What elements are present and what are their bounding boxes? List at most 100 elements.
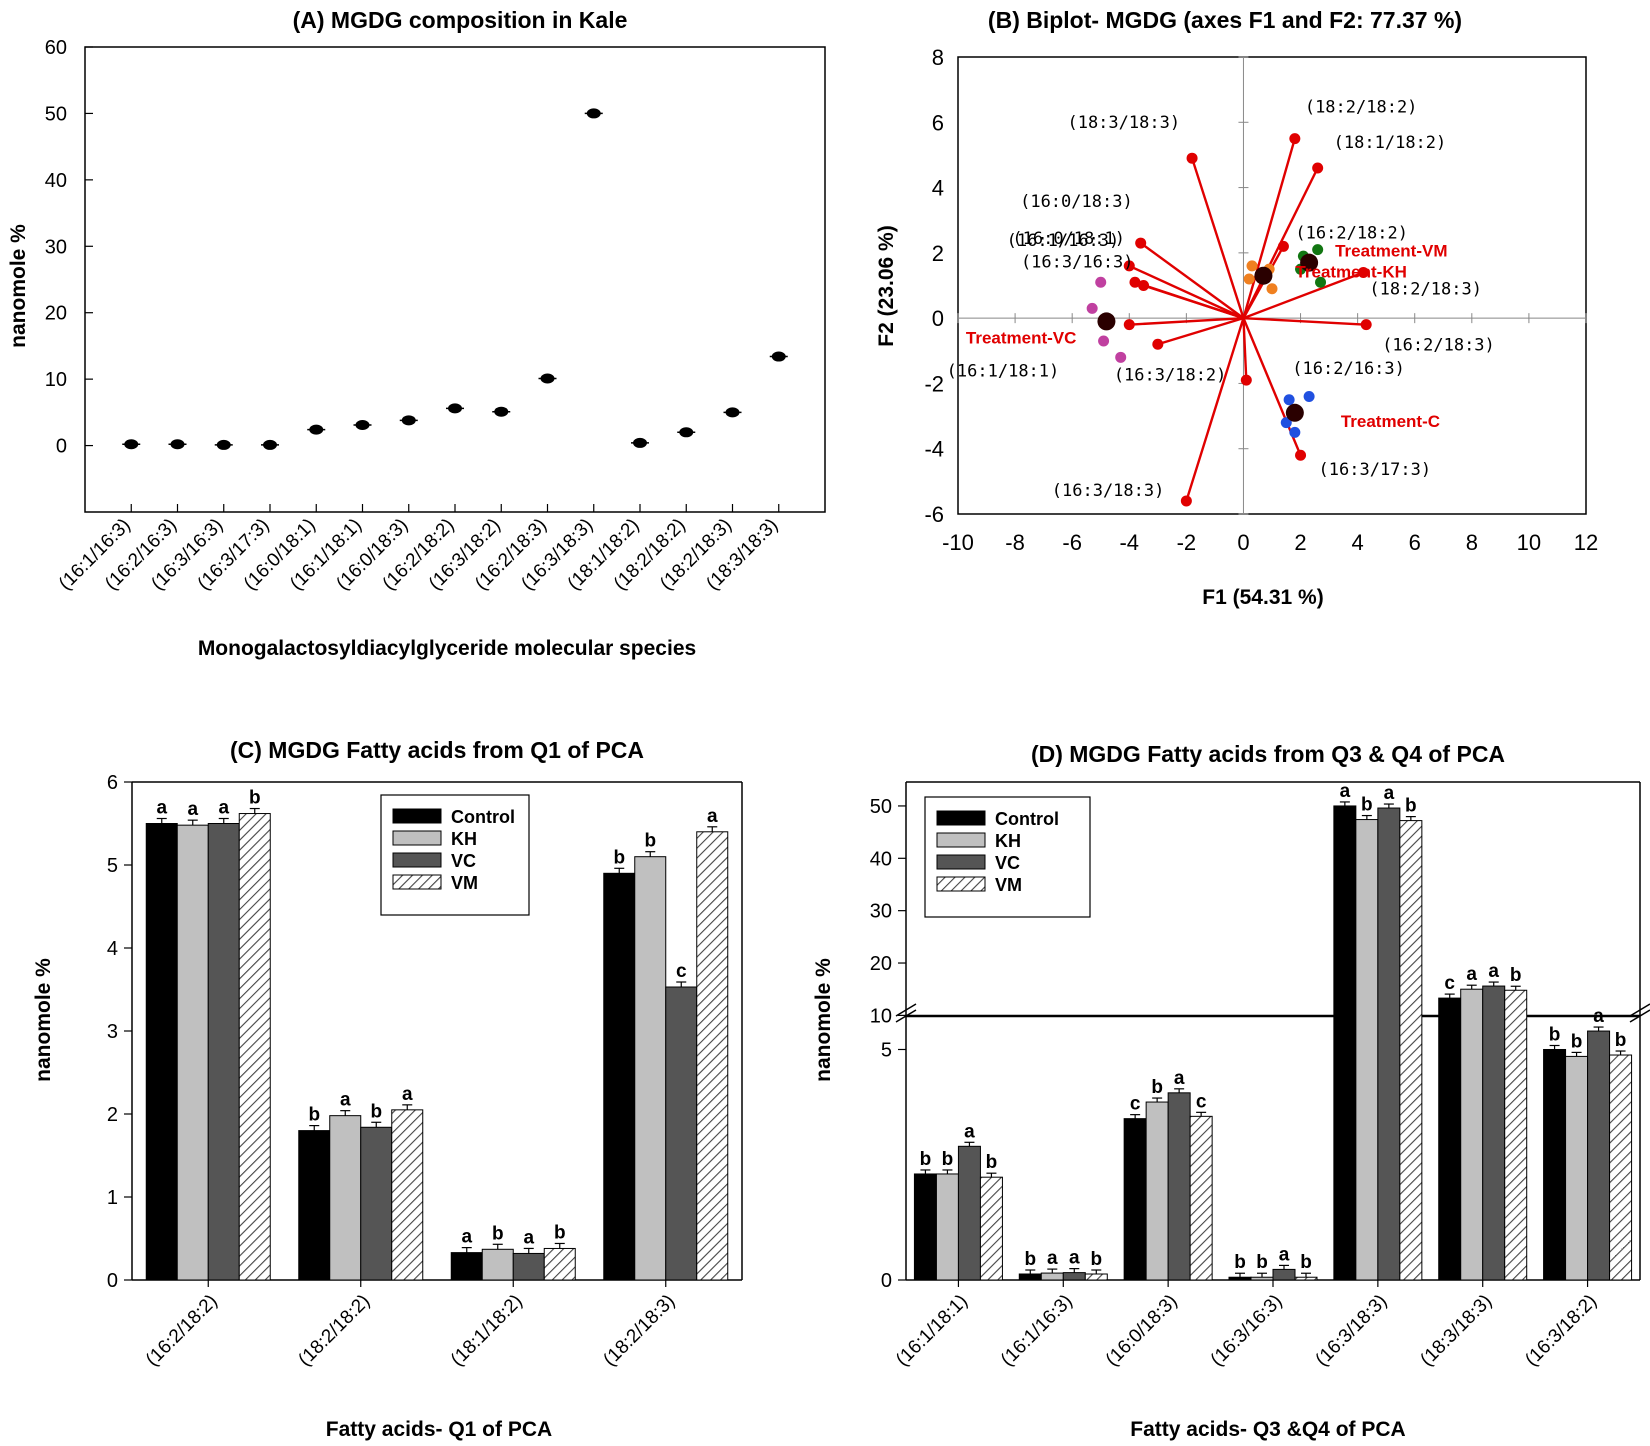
legend-label-vc: VC [451, 851, 476, 871]
bar-control [145, 823, 178, 1281]
panel-b-observation-point [1303, 390, 1315, 402]
bar-vm [1189, 1115, 1213, 1281]
significance-letter: a [340, 1090, 351, 1111]
panel-b-biplot: (B) Biplot- MGDG (axes F1 and F2: 77.37 … [875, 7, 1598, 609]
bar-vc [1062, 1272, 1086, 1281]
significance-letter: a [1384, 783, 1395, 804]
legend-label-control: Control [995, 809, 1059, 829]
bar-category-label: (18:1/18:2) [447, 1291, 527, 1371]
bar-kh [1565, 1055, 1589, 1281]
bar-vm [543, 1247, 576, 1281]
panel-a-ytick-label: 60 [45, 37, 67, 59]
panel-d-ylabel: nanomole % [812, 958, 835, 1082]
bar-vm [979, 1176, 1003, 1281]
significance-letter: b [1151, 1077, 1163, 1098]
panel-a-data-point [309, 424, 324, 435]
panel-b-ytick-label: 6 [932, 110, 944, 135]
bar-control [1438, 997, 1462, 1281]
panel-a-ytick-label: 50 [45, 103, 67, 125]
bar-control [1228, 1276, 1252, 1281]
bar-control [1333, 805, 1357, 1281]
significance-letter: b [1300, 1252, 1312, 1273]
bar-vm [1504, 989, 1528, 1281]
panel-b-loading-label: (16:3/17:3) [1319, 460, 1432, 480]
significance-letter: b [1405, 796, 1417, 817]
significance-letter: c [1130, 1094, 1141, 1115]
significance-letter: b [644, 831, 656, 852]
panel-b-loading-point [1240, 374, 1252, 386]
panel-b-observation-point [1283, 394, 1295, 406]
legend-swatch-control [392, 808, 442, 824]
panel-c-xlabel: Fatty acids- Q1 of PCA [326, 1418, 552, 1441]
bar-ytick-label: 4 [107, 938, 118, 960]
bar-category-label: (16:1/16:3) [997, 1291, 1077, 1371]
significance-letter: b [613, 847, 625, 868]
significance-letter: b [1571, 1031, 1583, 1052]
panel-a-data-point [494, 406, 509, 417]
panel-b-loading-label: (18:3/18:3) [1067, 113, 1180, 133]
significance-letter: b [1549, 1024, 1561, 1045]
significance-letter: c [1196, 1091, 1207, 1112]
bar-vc [1587, 1030, 1611, 1281]
significance-letter: b [920, 1149, 932, 1170]
bar-kh [481, 1248, 514, 1281]
bar-vc [207, 823, 240, 1281]
bar-category-label: (18:2/18:2) [294, 1291, 374, 1371]
panel-b-loading-vector [1243, 271, 1364, 320]
significance-letter: a [964, 1121, 975, 1142]
bar-kh [176, 824, 209, 1281]
panel-b-observation-point [1086, 302, 1098, 314]
bar-vm [696, 831, 729, 1281]
significance-letter: a [1466, 964, 1477, 985]
panel-b-loading-point [1123, 260, 1135, 272]
panel-b-xlabel: F1 (54.31 %) [1202, 586, 1323, 609]
significance-letter: b [1234, 1252, 1246, 1273]
panel-a-data-point [679, 427, 694, 438]
significance-letter: b [1024, 1249, 1036, 1270]
significance-letter: c [676, 961, 687, 982]
legend-swatch-control [936, 810, 986, 826]
bar-control [450, 1252, 483, 1281]
panel-b-frame [957, 56, 1587, 515]
bar-kh [634, 856, 667, 1281]
legend-label-kh: KH [451, 829, 477, 849]
panel-b-group-label: Treatment-VC [966, 328, 1077, 347]
significance-letter: b [986, 1152, 998, 1173]
axis-break-mark [1629, 1003, 1650, 1017]
bar-vc [1482, 985, 1506, 1281]
panel-b-group-label: Treatment-KH [1295, 263, 1406, 282]
bar-vc [512, 1252, 545, 1281]
significance-letter: a [523, 1227, 534, 1248]
panel-b-group-label: Treatment-C [1341, 412, 1440, 431]
panel-b-ytick-label: -6 [924, 502, 944, 527]
significance-letter: a [187, 799, 198, 820]
panel-b-observation-point [1115, 351, 1127, 363]
panel-b-loading-label: (16:0/18:3) [1020, 192, 1133, 212]
significance-letter: b [1256, 1252, 1268, 1273]
bar-ytick-label: 0 [107, 1270, 118, 1292]
panel-a-ytick-label: 10 [45, 369, 67, 391]
significance-letter: a [1279, 1244, 1290, 1265]
panel-a-data-point [401, 415, 416, 426]
panel-a-data-point [725, 407, 740, 418]
bar-ytick-label: 40 [870, 848, 892, 870]
bar-control [603, 872, 636, 1281]
panel-b-ytick-label: 4 [932, 176, 944, 201]
panel-b-loading-vector [1128, 264, 1244, 320]
axis-break-mark [895, 1003, 917, 1017]
panel-b-observation-point [1098, 335, 1110, 347]
panel-b-loading-vector [1129, 316, 1244, 326]
significance-letter: a [707, 806, 718, 827]
panel-b-xtick-label: -4 [1119, 530, 1139, 555]
panel-b-loading-vector [1243, 316, 1367, 326]
panel-b-loading-point [1123, 319, 1135, 331]
panel-b-loading-vector [1242, 318, 1248, 381]
panel-a-ytick-label: 40 [45, 170, 67, 192]
panel-b-observation-point [1246, 260, 1258, 272]
significance-letter: b [554, 1222, 566, 1243]
bar-vm [391, 1109, 424, 1281]
bar-ytick-label: 10 [870, 1005, 892, 1027]
legend-label-control: Control [451, 807, 515, 827]
panel-b-xtick-label: 0 [1237, 530, 1249, 555]
panel-b-loading-label: (18:2/18:2) [1305, 98, 1418, 118]
